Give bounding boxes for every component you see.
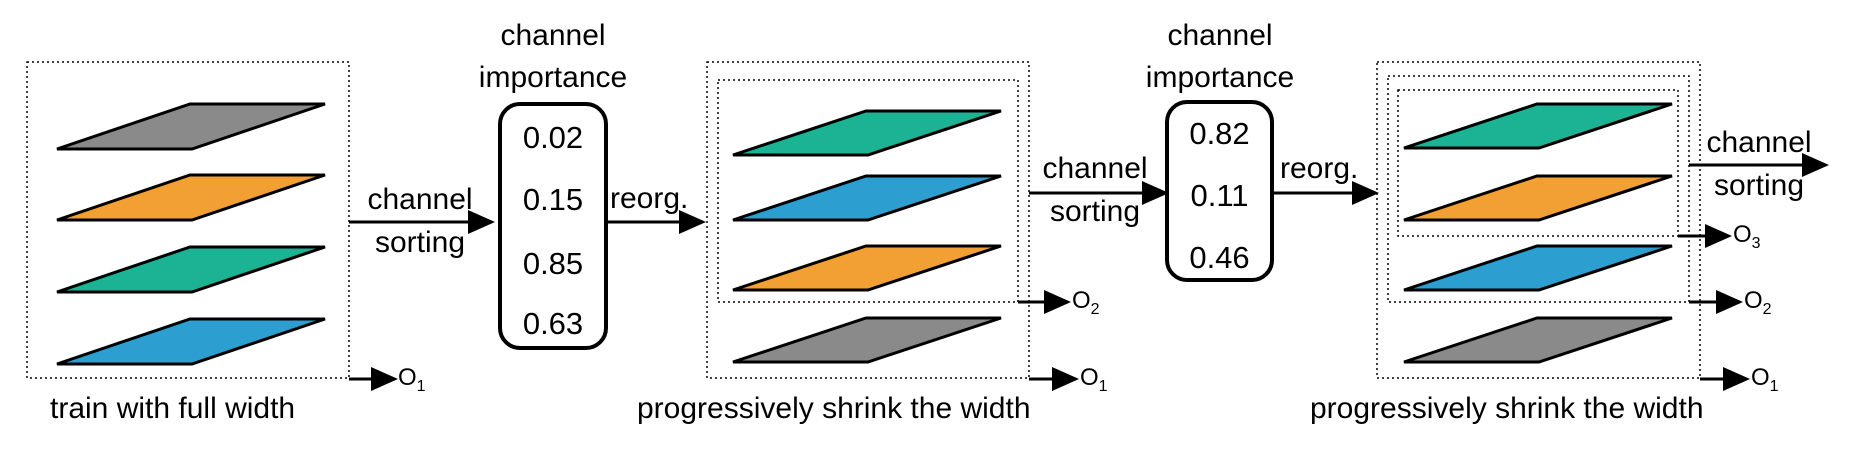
stage3-output-o3: O3 — [1733, 221, 1761, 252]
stage1-caption: train with full width — [50, 392, 296, 425]
sorting-label-3-line1: channel — [1706, 126, 1812, 159]
importance2-title-line1: channel — [1167, 19, 1273, 52]
stage2-inner-frame — [717, 79, 1019, 303]
sorting-label-2-line1: channel — [1042, 152, 1148, 185]
importance2-title-line2: importance — [1145, 61, 1295, 94]
importance2-value-3: 0.46 — [1189, 240, 1250, 275]
reorg-label-2: reorg. — [1280, 152, 1359, 185]
reorg-label-1: reorg. — [610, 182, 689, 215]
importance2-value-2: 0.11 — [1190, 178, 1249, 213]
sorting-label-2-line2: sorting — [1049, 195, 1141, 228]
stage3-layer-2 — [1403, 174, 1673, 222]
stage3-caption: progressively shrink the width — [1310, 392, 1704, 425]
stage3-outer-frame — [1376, 61, 1701, 379]
stage1-layer-2 — [56, 173, 326, 222]
importance1-value-2: 0.15 — [522, 182, 584, 217]
stage3-layer-3 — [1403, 244, 1673, 292]
importance1-box: 0.02 0.15 0.85 0.63 — [498, 102, 608, 350]
stage2-layer-2 — [732, 174, 1002, 222]
stage3-layer-1 — [1403, 102, 1673, 150]
stage2-output-o1: O1 — [1080, 364, 1108, 395]
stage3-output-o2: O2 — [1744, 287, 1772, 318]
stage1-frame — [26, 61, 350, 379]
stage1-layer-1 — [56, 102, 326, 151]
stage3-inner-frame — [1397, 89, 1679, 237]
sorting-label-1-line1: channel — [367, 183, 473, 216]
stage3-mid-frame — [1387, 75, 1690, 303]
stage2-caption: progressively shrink the width — [637, 392, 1031, 425]
importance1-value-1: 0.02 — [522, 120, 584, 155]
importance2-box: 0.82 0.11 0.46 — [1165, 100, 1274, 282]
stage1-layer-3 — [56, 245, 326, 294]
stage3-output-o1: O1 — [1751, 364, 1779, 395]
importance1-title-line2: importance — [478, 61, 628, 94]
importance1-value-3: 0.85 — [522, 246, 584, 281]
stage1-layer-4 — [56, 317, 326, 366]
stage2-layer-1 — [732, 109, 1002, 157]
stage2-output-o2: O2 — [1072, 287, 1100, 318]
importance2-value-1: 0.82 — [1189, 116, 1250, 151]
importance1-value-4: 0.63 — [522, 306, 584, 341]
stage2-layer-3 — [732, 244, 1002, 292]
sorting-label-3-line2: sorting — [1713, 169, 1805, 202]
sorting-label-1-line2: sorting — [374, 226, 466, 259]
importance1-title-line1: channel — [500, 19, 606, 52]
stage2-layer-4 — [732, 316, 1002, 364]
stage3-layer-4 — [1403, 316, 1673, 364]
stage2-outer-frame — [706, 61, 1030, 379]
stage1-output-o1: O1 — [398, 364, 426, 395]
